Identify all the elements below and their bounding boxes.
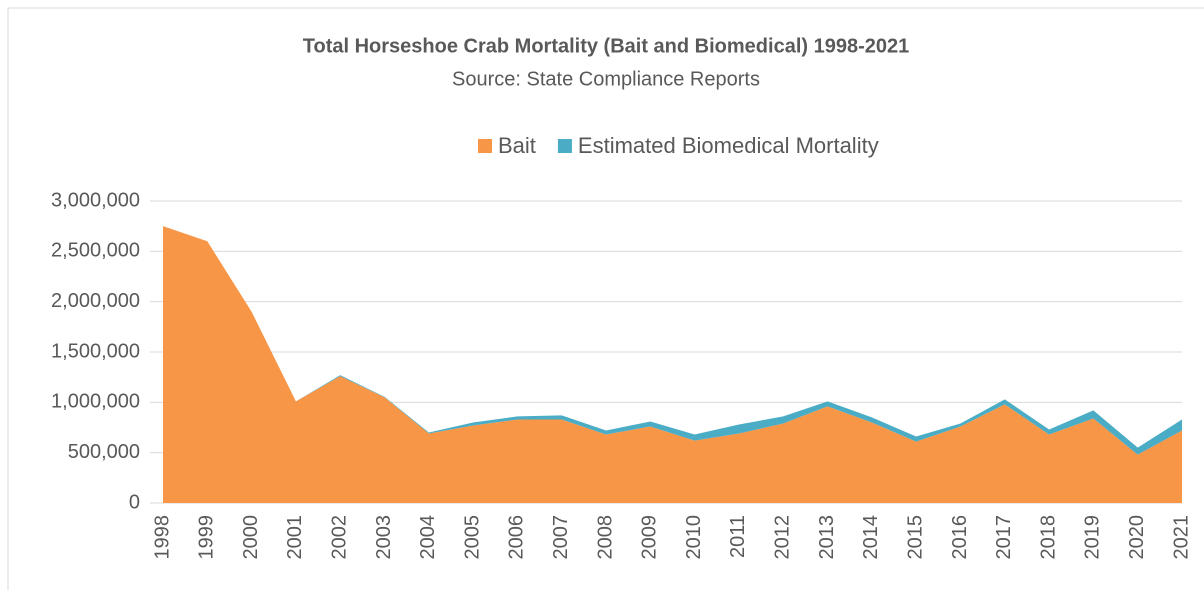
x-tick-label: 2011: [727, 515, 749, 558]
x-tick-label: 2017: [993, 515, 1015, 560]
x-tick-label: 2018: [1037, 515, 1059, 560]
x-tick-label: 2010: [683, 515, 705, 560]
x-tick-label: 2004: [417, 515, 439, 560]
x-tick-label: 2006: [506, 515, 528, 560]
y-tick-label: 0: [129, 491, 140, 513]
x-tick-label: 2002: [328, 515, 350, 560]
x-tick-label: 2003: [373, 515, 395, 560]
chart-subtitle: Source: State Compliance Reports: [452, 68, 760, 90]
x-tick-label: 2005: [461, 515, 483, 560]
x-tick-label: 2016: [949, 515, 971, 560]
y-tick-label: 2,000,000: [51, 290, 140, 312]
x-tick-label: 2000: [240, 515, 262, 560]
x-tick-label: 2020: [1126, 515, 1148, 560]
y-tick-label: 1,500,000: [51, 340, 140, 362]
legend-swatch: [478, 139, 492, 153]
x-tick-label: 2007: [550, 515, 572, 560]
x-tick-label: 1998: [151, 515, 173, 560]
x-tick-label: 2001: [284, 515, 306, 560]
x-tick-label: 2009: [639, 515, 661, 560]
y-tick-label: 500,000: [68, 441, 140, 463]
area: [163, 226, 1182, 503]
y-tick-label: 1,000,000: [51, 391, 140, 413]
x-tick-label: 1999: [196, 515, 218, 560]
legend-swatch: [557, 139, 572, 153]
x-tick-label: 2015: [904, 515, 926, 560]
y-tick-label: 3,000,000: [51, 189, 140, 211]
chart-title: Total Horseshoe Crab Mortality (Bait and…: [303, 35, 909, 57]
x-tick-label: 2012: [772, 515, 794, 560]
y-tick-label: 2,500,000: [51, 240, 140, 262]
x-tick-label: 2014: [860, 515, 882, 560]
x-tick-label: 2019: [1082, 515, 1104, 560]
legend-label: Bait: [498, 133, 536, 158]
x-tick-label: 2021: [1170, 515, 1192, 560]
x-tick-label: 2008: [594, 515, 616, 560]
x-tick-label: 2013: [816, 515, 838, 560]
legend-label: Estimated Biomedical Mortality: [578, 133, 879, 158]
